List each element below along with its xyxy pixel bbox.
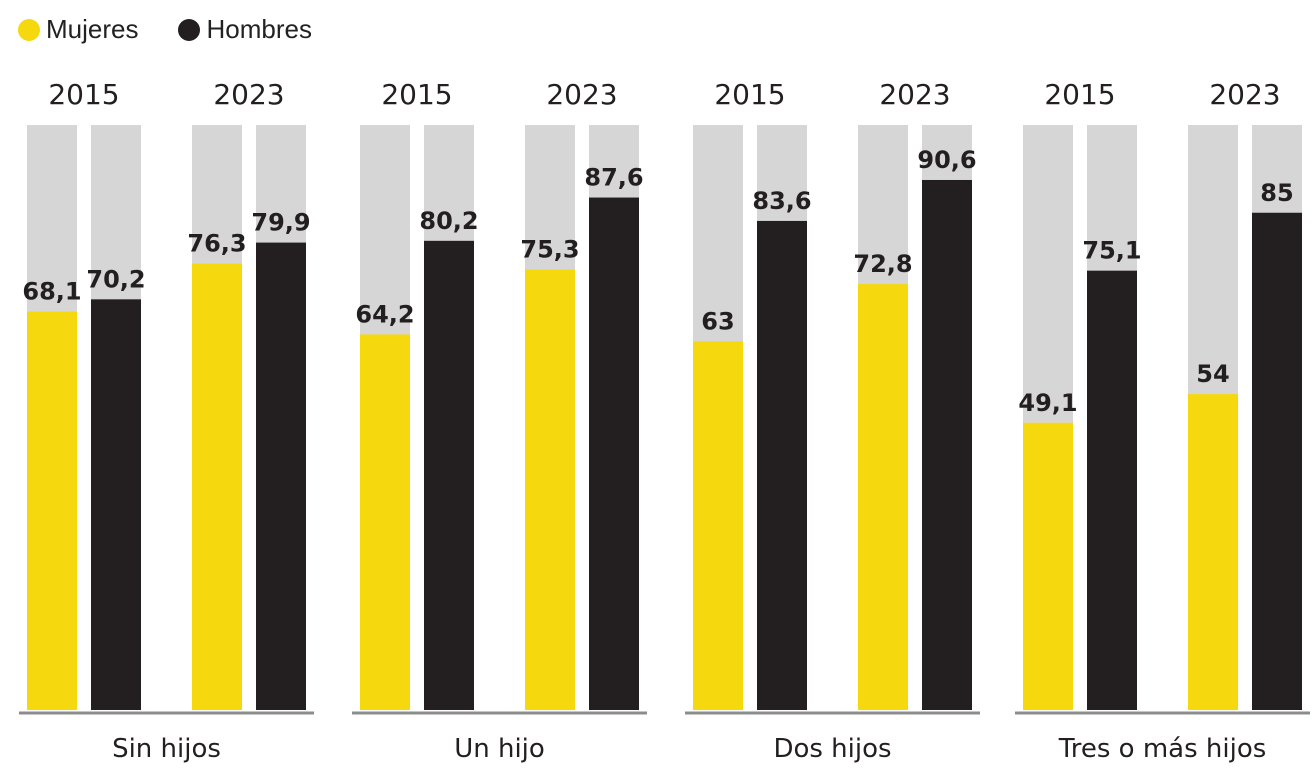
- data-label-mujeres: 63: [701, 307, 734, 335]
- year-label: 2015: [1044, 78, 1115, 111]
- data-label-mujeres: 76,3: [187, 230, 246, 258]
- year-label: 2015: [381, 78, 452, 111]
- year-label: 2015: [48, 78, 119, 111]
- bar-hombres: [256, 242, 306, 710]
- data-label-mujeres: 64,2: [355, 300, 414, 328]
- data-label-hombres: 87,6: [584, 164, 643, 192]
- data-label-mujeres: 68,1: [22, 278, 81, 306]
- bar-mujeres: [192, 263, 242, 710]
- legend-label-mujeres: Mujeres: [46, 14, 139, 44]
- legend-swatch-mujeres: [18, 18, 40, 41]
- data-label-mujeres: 75,3: [520, 235, 579, 263]
- bar-hombres: [424, 240, 474, 710]
- category-label: Tres o más hijos: [1058, 734, 1267, 764]
- data-label-mujeres: 72,8: [853, 250, 912, 278]
- bar-hombres: [922, 179, 972, 711]
- legend-swatch-hombres: [178, 18, 201, 41]
- bar-mujeres: [693, 341, 743, 710]
- data-label-mujeres: 54: [1196, 360, 1229, 388]
- data-label-hombres: 90,6: [917, 146, 976, 174]
- category-label: Dos hijos: [773, 734, 891, 764]
- data-label-hombres: 75,1: [1082, 237, 1141, 265]
- bar-hombres: [1252, 212, 1302, 710]
- category-label: Un hijo: [454, 734, 545, 764]
- legend-item-mujeres: Mujeres: [18, 14, 138, 45]
- data-label-hombres: 79,9: [251, 209, 310, 237]
- legend: Mujeres Hombres: [18, 14, 312, 45]
- year-label: 2023: [1209, 78, 1280, 111]
- year-label: 2015: [714, 78, 785, 111]
- bar-mujeres: [1188, 394, 1238, 710]
- bar-hombres: [91, 299, 141, 710]
- legend-item-hombres: Hombres: [178, 14, 312, 45]
- data-label-hombres: 85: [1260, 179, 1293, 207]
- data-label-hombres: 83,6: [752, 187, 811, 215]
- year-label: 2023: [879, 78, 950, 111]
- bar-mujeres: [525, 269, 575, 710]
- data-label-hombres: 80,2: [419, 207, 478, 235]
- bar-mujeres: [858, 284, 908, 710]
- category-label: Sin hijos: [112, 734, 221, 764]
- data-label-hombres: 70,2: [86, 265, 145, 293]
- bar-hombres: [757, 220, 807, 710]
- bar-mujeres: [360, 334, 410, 710]
- data-label-mujeres: 49,1: [1018, 389, 1077, 417]
- bar-mujeres: [1023, 422, 1073, 710]
- bar-hombres: [1087, 270, 1137, 710]
- bar-mujeres: [27, 311, 77, 710]
- year-label: 2023: [546, 78, 617, 111]
- legend-label-hombres: Hombres: [206, 14, 312, 44]
- bar-hombres: [589, 197, 639, 711]
- year-label: 2023: [213, 78, 284, 111]
